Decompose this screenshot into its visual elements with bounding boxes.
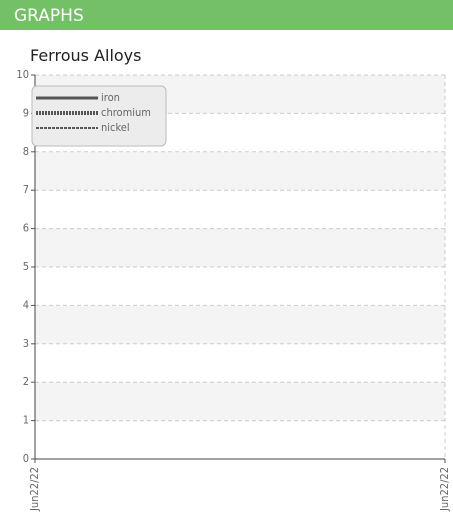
y-tick-label: 1 <box>23 414 29 427</box>
legend-box <box>31 85 167 147</box>
chart-title: Ferrous Alloys <box>30 46 142 65</box>
y-tick-label: 6 <box>23 222 29 235</box>
x-tick-label: Jun22/22 <box>438 467 451 512</box>
y-tick-label: 9 <box>23 106 29 119</box>
y-tick-label: 2 <box>23 375 29 388</box>
y-tick-label: 7 <box>23 183 29 196</box>
y-tick-label: 4 <box>23 298 29 311</box>
y-tick-label: 5 <box>23 260 29 273</box>
y-tick-label: 3 <box>23 337 29 350</box>
y-tick-label: 0 <box>23 452 29 465</box>
band <box>35 228 445 267</box>
band <box>35 382 445 421</box>
legend-label: nickel <box>101 121 130 134</box>
x-tick-label: Jun22/22 <box>28 467 41 512</box>
legend-label: iron <box>101 91 120 104</box>
y-tick-label: 10 <box>16 68 29 81</box>
band <box>35 151 445 191</box>
header: GRAPHS <box>0 0 453 30</box>
legend: iron chromium nickel <box>31 85 167 147</box>
y-tick-label: 8 <box>23 145 29 158</box>
legend-label: chromium <box>101 106 151 119</box>
band <box>35 305 445 344</box>
